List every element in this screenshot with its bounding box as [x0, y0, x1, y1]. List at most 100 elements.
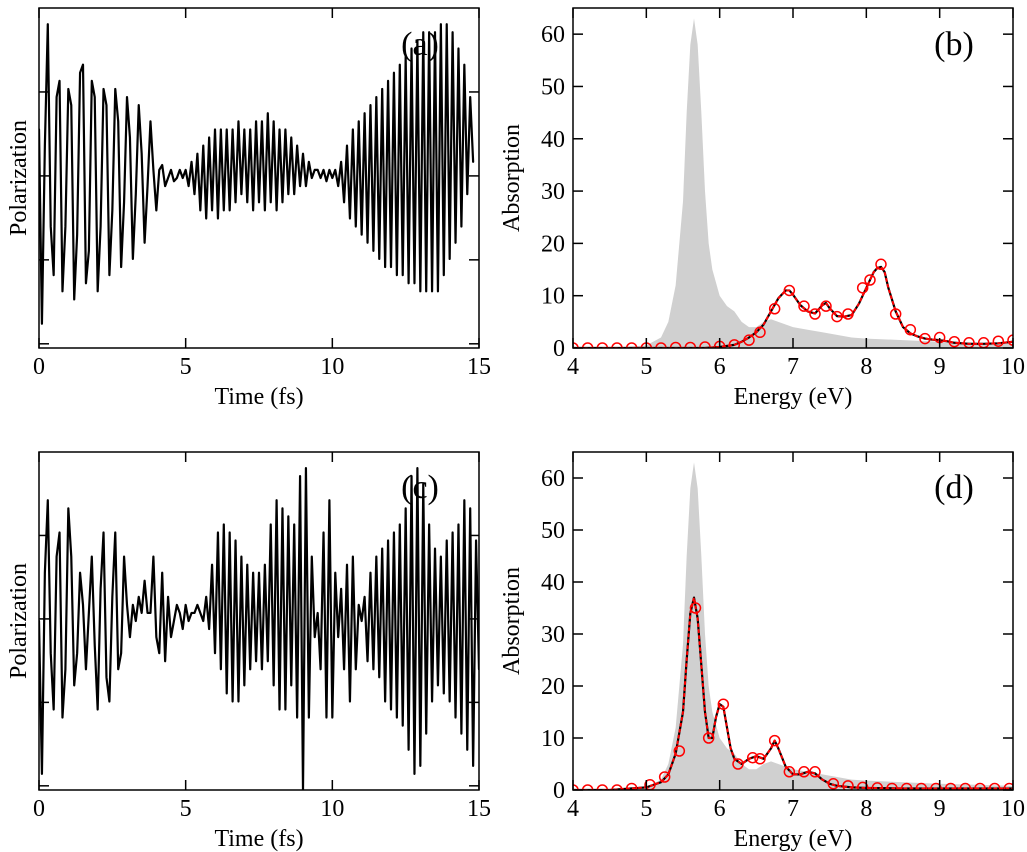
series-d-3-point — [1003, 782, 1013, 790]
series-b-3-point — [798, 300, 810, 312]
series-b-3-point — [655, 342, 667, 348]
series-b-3-point — [919, 332, 931, 345]
series-d-3-point — [746, 752, 759, 764]
series-d-1-line — [573, 596, 1013, 790]
y-tick-label-b: 0 — [553, 336, 565, 362]
series-d-3-point — [871, 782, 884, 790]
series-d-3-point — [798, 766, 810, 778]
y-tick-label-b: 40 — [541, 127, 565, 153]
series-b-3-point — [596, 342, 609, 348]
series-d-3-point — [827, 778, 840, 790]
series-b-3-point — [875, 258, 887, 271]
series-d-3-point — [842, 780, 854, 790]
series-d-2-line — [573, 596, 1013, 790]
y-tick-label-d: 40 — [541, 570, 565, 596]
y-tick-label-b: 20 — [541, 231, 565, 257]
panel-label-a: (a) — [401, 26, 439, 63]
series-b-3-point — [842, 308, 854, 320]
series-b-3-point — [992, 335, 1005, 347]
series-d-3-point — [783, 766, 796, 778]
x-tick-label-c: 0 — [33, 796, 45, 822]
series-d-3-point — [856, 781, 869, 790]
panel-a: 0 5 10 15 (a) Time (fs) Polarization — [6, 7, 491, 410]
series-b-3-point — [611, 342, 623, 348]
series-d-3-point — [732, 758, 744, 770]
panel-label-b: (b) — [934, 26, 974, 63]
ticks-c: 0 5 10 15 — [33, 452, 491, 822]
series-b-3-point — [904, 323, 917, 336]
y-tick-label-b: 60 — [541, 22, 565, 48]
series-b-3-point — [856, 282, 869, 294]
series-d-3-point — [930, 782, 942, 790]
x-tick-label-d: 7 — [787, 796, 799, 822]
series-b-2-line — [573, 265, 1013, 348]
plot-area-d — [573, 462, 1013, 790]
x-tick-label-a: 5 — [180, 354, 192, 380]
y-tick-label-b: 10 — [541, 284, 565, 310]
y-tick-label-d: 30 — [541, 622, 565, 648]
x-tick-label-b: 9 — [934, 354, 946, 380]
series-b-3-point — [625, 342, 638, 348]
x-tick-label-a: 0 — [33, 354, 45, 380]
x-tick-label-b: 6 — [714, 354, 726, 380]
panel-b: 4 5 6 7 8 9 10 0 10 20 30 40 50 60 (b) Energy (eV) Ab… — [499, 7, 1025, 410]
y-tick-label-b: 50 — [541, 74, 565, 100]
ticks-a: 0 5 10 15 — [33, 8, 491, 380]
x-tick-label-d: 9 — [934, 796, 946, 822]
x-tick-label-b: 7 — [787, 354, 799, 380]
x-tick-label-d: 6 — [714, 796, 726, 822]
series-b-3-point — [768, 303, 781, 315]
x-tick-label-a: 10 — [320, 354, 344, 380]
series-d-3-point — [611, 784, 623, 790]
axes-frame-a — [38, 7, 480, 349]
x-tick-label-b: 5 — [640, 354, 652, 380]
series-c-0-line — [39, 466, 479, 790]
series-d-3-point — [988, 782, 1001, 790]
y-tick-label-d: 50 — [541, 518, 565, 544]
y-tick-label-d: 10 — [541, 726, 565, 752]
series-b-3-point — [743, 334, 755, 346]
x-tick-label-b: 10 — [1001, 354, 1025, 380]
y-axis-label-b: Absorption — [499, 124, 525, 232]
series-b-3-point — [820, 300, 832, 312]
series-b-3-point — [831, 310, 843, 323]
x-tick-label-d: 10 — [1001, 796, 1025, 822]
series-b-3-point — [1007, 334, 1013, 346]
series-b-3-point — [581, 342, 594, 348]
panel-d: 4 5 6 7 8 9 10 0 10 20 30 40 50 60 (d) Energy (eV) Ab… — [499, 451, 1025, 852]
series-d-3-point — [596, 784, 609, 790]
y-tick-label-b: 30 — [541, 179, 565, 205]
series-b-3-point — [754, 326, 766, 339]
panel-label-d: (d) — [934, 469, 974, 506]
x-tick-label-c: 5 — [180, 796, 192, 822]
x-axis-label-b: Energy (eV) — [734, 384, 853, 410]
x-tick-label-a: 15 — [467, 354, 491, 380]
plot-area-c — [39, 466, 479, 790]
x-axis-label-a: Time (fs) — [214, 384, 303, 410]
series-b-3-point — [889, 308, 902, 320]
x-axis-label-c: Time (fs) — [214, 826, 303, 852]
ticks-b: 4 5 6 7 8 9 10 0 10 20 30 40 50 60 — [541, 8, 1025, 380]
y-tick-label-d: 20 — [541, 674, 565, 700]
series-b-0-area — [573, 18, 1013, 348]
series-b-3-point — [783, 284, 796, 297]
plot-area-b — [573, 18, 1013, 348]
x-tick-label-d: 4 — [567, 796, 579, 822]
series-d-3-point — [625, 782, 638, 790]
y-axis-label-a: Polarization — [6, 120, 32, 236]
series-d-3-point — [915, 782, 928, 790]
plot-area-a — [39, 23, 475, 325]
series-d-3-point — [658, 771, 671, 783]
x-tick-label-d: 8 — [860, 796, 872, 822]
series-b-3-point — [948, 335, 961, 348]
series-d-3-point — [974, 782, 986, 790]
x-tick-label-b: 4 — [567, 354, 579, 380]
series-b-3-point — [728, 339, 741, 348]
series-d-3-point — [886, 782, 898, 790]
x-tick-label-c: 15 — [467, 796, 491, 822]
series-d-3-point — [581, 784, 594, 790]
series-b-3-point — [864, 274, 876, 286]
series-d-3-point — [717, 698, 730, 710]
panel-c: 0 5 10 15 (c) Time (fs) Polarization — [6, 451, 491, 852]
